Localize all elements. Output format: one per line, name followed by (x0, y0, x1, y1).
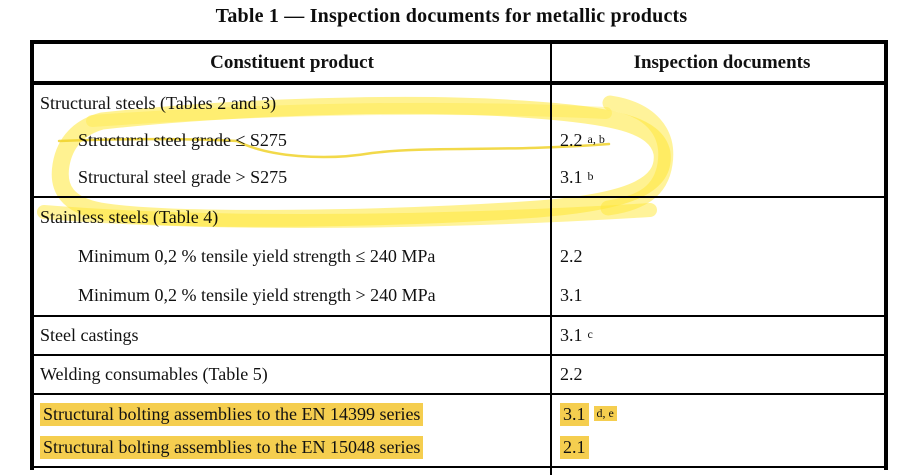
doc-value: 3.1 (560, 276, 884, 315)
row-steel-grade-le-s275: Structural steel grade ≤ S275 (78, 130, 287, 150)
table-header-row: Constituent product Inspection documents (34, 44, 884, 85)
doc-empty (560, 198, 884, 237)
row-steel-castings-label: Steel castings (40, 325, 139, 345)
highlighted-footnote: d, e (593, 406, 617, 421)
highlighted-doc-number: 3.1 (560, 403, 589, 426)
doc-number: 2.2 (560, 130, 583, 150)
doc-value: 3.1 d, e (560, 398, 884, 431)
row-yield-gt-240: Minimum 0,2 % tensile yield strength > 2… (78, 285, 436, 305)
doc-value: 2.1 (560, 431, 884, 464)
doc-number: 2.2 (560, 364, 583, 384)
row-stainless-steels: Stainless steels (Table 4) (40, 207, 219, 227)
doc-number: 3.1 (560, 325, 583, 345)
doc-empty (560, 85, 884, 122)
doc-number: 2.2 (560, 246, 583, 266)
doc-footnote: c (587, 327, 593, 341)
table-caption: Table 1 — Inspection documents for metal… (215, 5, 688, 27)
doc-value: 2.2 a, b (560, 122, 884, 159)
group-structural-steels: Structural steels (Tables 2 and 3) Struc… (34, 85, 884, 198)
highlighted-text: Structural bolting assemblies to the EN … (40, 436, 424, 459)
header-constituent-product: Constituent product (210, 51, 374, 73)
highlighted-text: Structural bolting assemblies to the EN … (40, 403, 424, 426)
doc-value: 2.2 (560, 237, 884, 276)
doc-number: 3.1 (560, 285, 583, 305)
doc-value: 3.1 b (560, 159, 884, 196)
doc-footnote: d, e (593, 406, 617, 421)
row-yield-le-240: Minimum 0,2 % tensile yield strength ≤ 2… (78, 246, 436, 266)
group-stainless-steels: Stainless steels (Table 4) Minimum 0,2 %… (34, 198, 884, 317)
row-welding-consumables-label: Welding consumables (Table 5) (40, 364, 268, 384)
group-bolting-assemblies: Structural bolting assemblies to the EN … (34, 395, 884, 468)
doc-number: 3.1 (560, 167, 583, 187)
row-steel-grade-gt-s275: Structural steel grade > S275 (78, 167, 288, 187)
inspection-documents-table: Constituent product Inspection documents… (30, 40, 888, 475)
doc-footnote: a, b (587, 132, 605, 146)
row-bolting-en14399: Structural bolting assemblies to the EN … (34, 398, 550, 431)
row-bolting-en15048: Structural bolting assemblies to the EN … (34, 431, 550, 464)
row-welding-consumables: Welding consumables (Table 5) 2.2 (34, 356, 884, 395)
cutoff-next-row (34, 468, 884, 475)
header-inspection-documents: Inspection documents (550, 44, 884, 81)
doc-value: 2.2 (560, 356, 884, 393)
highlighted-doc-number: 2.1 (560, 436, 589, 459)
doc-value: 3.1 c (560, 317, 884, 354)
row-structural-steels: Structural steels (Tables 2 and 3) (40, 93, 277, 113)
row-steel-castings: Steel castings 3.1 c (34, 317, 884, 356)
doc-footnote: b (587, 169, 594, 183)
